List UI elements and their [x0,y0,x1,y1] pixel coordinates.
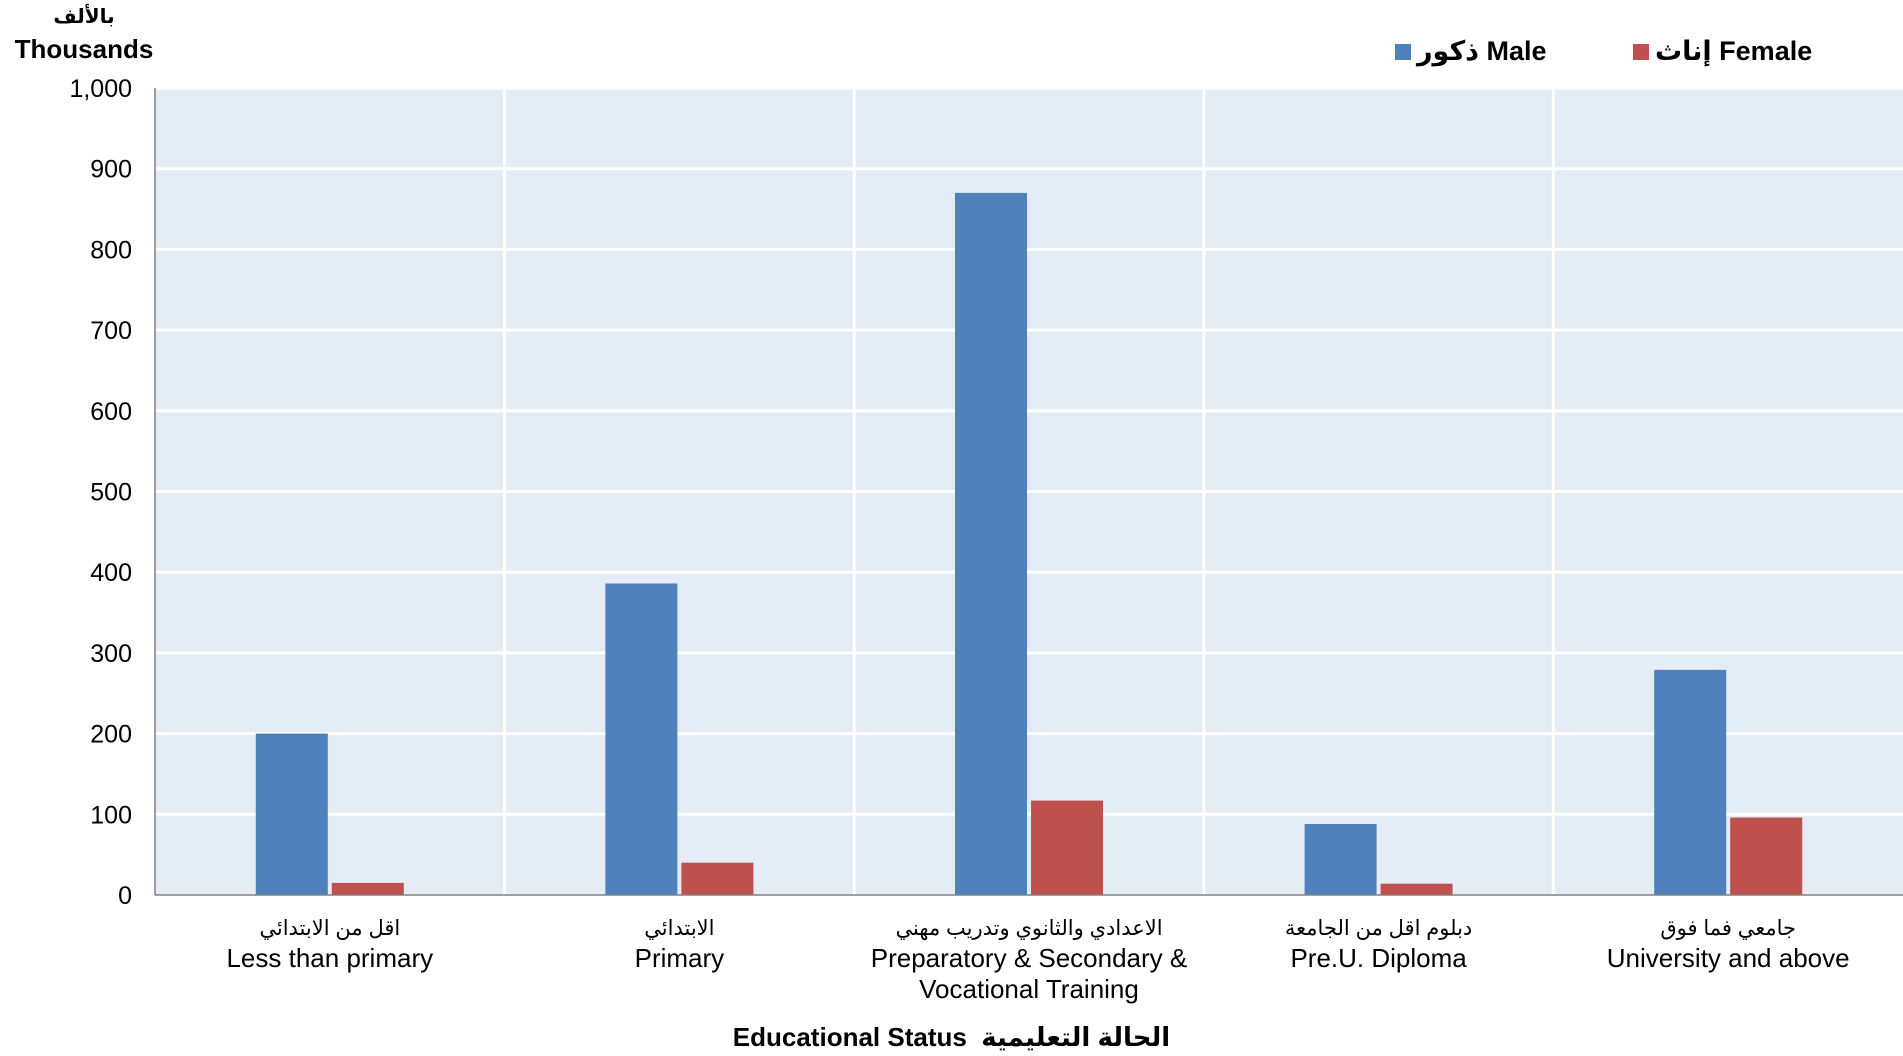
legend-swatch-male [1395,43,1411,60]
y-axis-label: Thousands [14,34,154,64]
y-tick-label: 200 [90,721,132,749]
x-tick-label-arabic: الابتدائي [644,917,714,940]
y-tick-label: 1,000 [69,75,132,103]
x-tick-label-arabic: دبلوم اقل من الجامعة [1285,917,1472,940]
bar-male [605,583,678,895]
y-tick-label: 300 [90,640,132,668]
legend-label-female: إناث Female [1655,36,1813,66]
legend-item-male: ذكور Male [1395,36,1547,67]
x-tick-label: Primary [635,943,725,973]
x-tick-label-arabic: الاعدادي والثانوي وتدريب مهني [895,917,1162,940]
legend-label-male: ذكور Male [1417,36,1547,66]
y-tick-label: 100 [90,801,132,829]
y-tick-label: 700 [90,317,132,345]
y-tick-label: 400 [90,559,132,587]
x-tick-label-arabic: اقل من الابتدائي [259,917,400,940]
bar-male [1304,823,1377,895]
y-tick-label: 900 [90,156,132,184]
y-tick-label: 500 [90,479,132,507]
y-tick-label: 0 [118,882,132,910]
y-tick-label: 800 [90,236,132,264]
bar-male [1654,669,1727,895]
bar-female [331,882,404,895]
bar-female [1031,800,1103,895]
bar-female [1730,817,1803,895]
x-tick-label: Preparatory & Secondary & [871,943,1188,973]
x-tick-label: Less than primary [226,943,433,973]
y-tick-label: 600 [90,398,132,426]
x-tick-label: Pre.U. Diploma [1290,943,1467,973]
legend-item-female: إناث Female [1633,36,1812,67]
y-axis-label-arabic: بالألف [53,6,115,28]
bar-male [955,192,1027,895]
x-tick-label-arabic: جامعي فما فوق [1660,917,1796,940]
legend-swatch-female [1633,43,1649,60]
bar-female [681,862,754,895]
bar-female [1380,883,1453,895]
x-tick-label: University and above [1607,943,1850,973]
x-tick-label: Vocational Training [919,974,1139,1004]
x-axis-title: Educational Status الحالة التعليمية [732,1022,1171,1052]
bar-male [255,733,328,895]
